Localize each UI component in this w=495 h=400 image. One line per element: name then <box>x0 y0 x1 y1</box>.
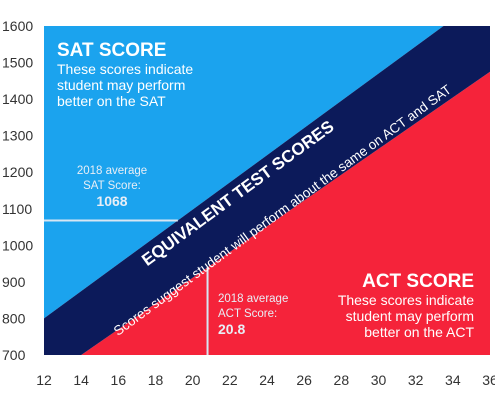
act-average-annotation: 2018 average ACT Score: 20.8 <box>218 293 288 337</box>
sat-average-label: SAT Score: <box>83 180 141 192</box>
x-tick-label: 34 <box>445 372 461 388</box>
y-axis: 700 800 900 1000 1100 1200 1300 1400 1500 1600 <box>2 18 33 363</box>
sat-info-box: SAT SCORE These scores indicate student … <box>57 40 193 109</box>
act-region <box>81 71 490 355</box>
sat-box-line: better on the SAT <box>57 93 166 109</box>
act-box-line: These scores indicate <box>338 292 474 308</box>
sat-average-annotation: 2018 average SAT Score: 1068 <box>77 165 147 209</box>
x-tick-label: 32 <box>408 372 424 388</box>
x-tick-label: 36 <box>482 372 495 388</box>
act-box-line: student may perform <box>346 308 474 324</box>
y-tick-label: 1500 <box>2 55 33 71</box>
y-tick-label: 800 <box>2 310 26 326</box>
x-tick-label: 14 <box>73 372 89 388</box>
y-tick-label: 1100 <box>2 201 32 217</box>
act-box-line: better on the ACT <box>364 324 474 340</box>
y-tick-label: 900 <box>2 274 26 290</box>
x-tick-label: 24 <box>259 372 275 388</box>
sat-box-line: student may perform <box>57 77 185 93</box>
x-tick-label: 18 <box>148 372 164 388</box>
act-info-box: ACT SCORE These scores indicate student … <box>338 271 475 340</box>
y-tick-label: 1600 <box>2 18 33 34</box>
x-tick-label: 20 <box>185 372 201 388</box>
act-average-label: ACT Score: <box>218 308 277 320</box>
x-tick-label: 22 <box>222 372 238 388</box>
sat-average-value: 1068 <box>96 193 127 209</box>
x-axis: 12 14 16 18 20 22 24 26 28 30 32 34 36 <box>36 372 495 388</box>
act-average-value: 20.8 <box>218 321 245 337</box>
y-tick-label: 1300 <box>2 128 33 144</box>
act-average-label: 2018 average <box>218 293 288 305</box>
x-tick-label: 28 <box>334 372 350 388</box>
y-tick-label: 1200 <box>2 164 33 180</box>
act-box-title: ACT SCORE <box>362 271 474 292</box>
x-tick-label: 26 <box>296 372 312 388</box>
x-tick-label: 12 <box>36 372 52 388</box>
sat-average-label: 2018 average <box>77 165 147 177</box>
x-tick-label: 16 <box>111 372 127 388</box>
y-tick-label: 1000 <box>2 237 33 253</box>
y-tick-label: 1400 <box>2 91 33 107</box>
equivalent-band <box>44 26 490 355</box>
x-tick-label: 30 <box>371 372 387 388</box>
sat-box-title: SAT SCORE <box>57 40 166 61</box>
y-tick-label: 700 <box>2 347 26 363</box>
sat-box-line: These scores indicate <box>57 61 193 77</box>
